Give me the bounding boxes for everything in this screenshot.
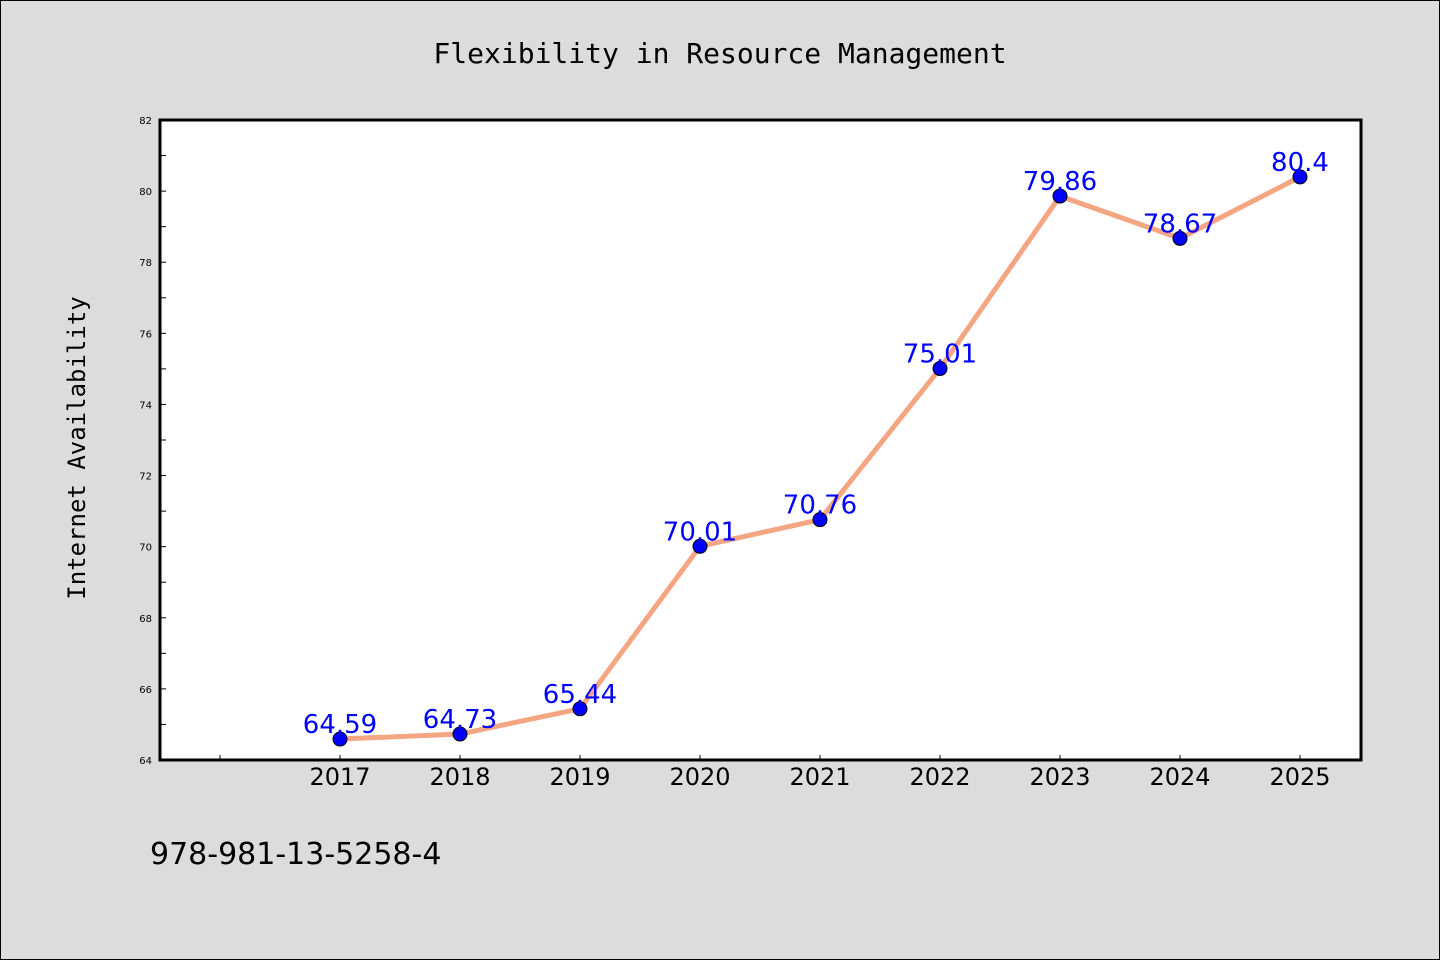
y-tick-label: 78 bbox=[139, 258, 152, 269]
data-point bbox=[332, 731, 348, 747]
y-tick-label: 74 bbox=[139, 400, 152, 411]
data-label: 80.4 bbox=[1271, 148, 1329, 178]
isbn-text: 978-981-13-5258-4 bbox=[150, 837, 441, 872]
data-label: 70.76 bbox=[783, 491, 857, 521]
y-axis: 64 66 68 70 72 74 76 78 80 82 bbox=[139, 116, 166, 767]
y-axis-label: Internet Availability bbox=[63, 296, 91, 599]
x-axis: 2017 2018 2019 2020 2021 2022 2023 2024 2025 bbox=[219, 755, 1331, 791]
x-tick-label: 2018 bbox=[429, 763, 490, 791]
data-point bbox=[1052, 188, 1068, 204]
data-label: 78.67 bbox=[1143, 209, 1217, 239]
y-tick-label: 82 bbox=[139, 116, 152, 127]
data-point bbox=[812, 512, 828, 528]
data-point bbox=[452, 726, 468, 742]
data-label: 79.86 bbox=[1023, 167, 1097, 197]
y-tick-label: 68 bbox=[139, 614, 152, 625]
x-tick-label: 2019 bbox=[549, 763, 610, 791]
y-tick-label: 64 bbox=[139, 756, 152, 767]
data-point bbox=[572, 701, 588, 717]
data-label: 64.73 bbox=[423, 705, 497, 735]
data-label: 64.59 bbox=[303, 710, 377, 740]
x-tick-label: 2022 bbox=[909, 763, 970, 791]
y-tick-label: 70 bbox=[139, 543, 152, 554]
plot-area bbox=[158, 118, 1363, 762]
x-tick-label: 2025 bbox=[1269, 763, 1330, 791]
y-tick-label: 76 bbox=[139, 329, 152, 340]
y-tick-label: 80 bbox=[139, 187, 152, 198]
x-tick-label: 2021 bbox=[789, 763, 850, 791]
y-tick-label: 66 bbox=[139, 685, 152, 696]
data-labels: 64.59 64.73 65.44 70.01 70.76 75.01 79.86 78.67… bbox=[303, 148, 1329, 740]
data-point bbox=[1172, 230, 1188, 246]
data-label: 75.01 bbox=[903, 340, 977, 370]
data-label: 65.44 bbox=[543, 680, 617, 710]
data-points bbox=[332, 169, 1308, 747]
data-point bbox=[1292, 169, 1308, 185]
y-tick-label: 72 bbox=[139, 472, 152, 483]
data-label: 70.01 bbox=[663, 517, 737, 547]
x-tick-label: 2020 bbox=[669, 763, 730, 791]
x-tick-label: 2017 bbox=[309, 763, 370, 791]
data-point bbox=[932, 361, 948, 377]
chart-title: Flexibility in Resource Management bbox=[433, 37, 1006, 70]
x-tick-label: 2024 bbox=[1149, 763, 1210, 791]
x-tick-label: 2023 bbox=[1029, 763, 1090, 791]
data-point bbox=[692, 538, 708, 554]
